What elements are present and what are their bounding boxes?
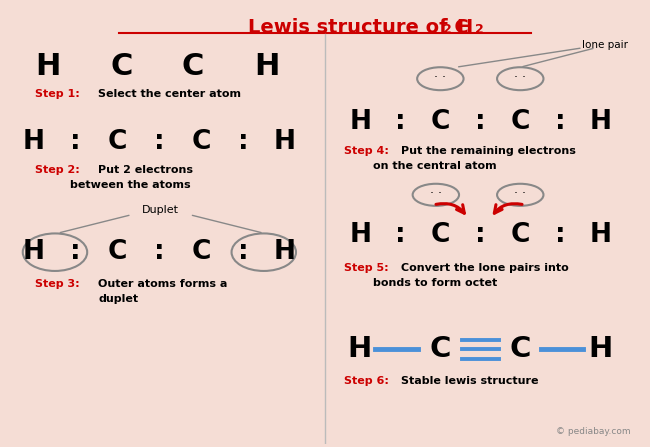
Text: bonds to form octet: bonds to form octet bbox=[373, 278, 498, 288]
Text: C: C bbox=[510, 335, 531, 363]
Text: C: C bbox=[108, 129, 127, 155]
Text: between the atoms: between the atoms bbox=[70, 180, 191, 190]
Text: :: : bbox=[475, 222, 486, 248]
Text: · ·: · · bbox=[514, 72, 526, 84]
Text: H: H bbox=[347, 335, 371, 363]
Text: Step 3:: Step 3: bbox=[35, 279, 79, 289]
Text: :: : bbox=[395, 109, 406, 135]
Text: Put 2 electrons: Put 2 electrons bbox=[98, 164, 193, 175]
Text: · ·: · · bbox=[514, 187, 526, 200]
Text: H: H bbox=[589, 222, 611, 248]
Text: H: H bbox=[589, 109, 611, 135]
Text: Step 4:: Step 4: bbox=[344, 146, 389, 156]
Text: Step 5:: Step 5: bbox=[344, 263, 389, 273]
Text: Step 6:: Step 6: bbox=[344, 376, 389, 386]
Text: H: H bbox=[456, 18, 472, 37]
Text: :: : bbox=[238, 239, 248, 265]
Text: C: C bbox=[192, 129, 211, 155]
Text: C: C bbox=[430, 335, 451, 363]
Text: :: : bbox=[70, 129, 81, 155]
Text: :: : bbox=[395, 222, 406, 248]
Text: C: C bbox=[108, 239, 127, 265]
Text: C: C bbox=[182, 52, 204, 81]
Text: H: H bbox=[274, 129, 296, 155]
Text: C: C bbox=[511, 109, 530, 135]
Text: :: : bbox=[154, 239, 164, 265]
Text: H: H bbox=[350, 109, 371, 135]
Text: :: : bbox=[154, 129, 164, 155]
Text: H: H bbox=[588, 335, 612, 363]
Text: H: H bbox=[350, 222, 371, 248]
Text: Select the center atom: Select the center atom bbox=[98, 89, 241, 99]
Text: · ·: · · bbox=[430, 187, 442, 200]
Text: H: H bbox=[23, 129, 45, 155]
Text: :: : bbox=[238, 129, 248, 155]
Text: C: C bbox=[511, 222, 530, 248]
Text: :: : bbox=[70, 239, 81, 265]
Text: © pediabay.com: © pediabay.com bbox=[556, 427, 631, 436]
Text: H: H bbox=[254, 52, 280, 81]
Text: lone pair: lone pair bbox=[582, 40, 629, 50]
Text: :: : bbox=[555, 222, 566, 248]
Text: H: H bbox=[23, 239, 45, 265]
Text: Convert the lone pairs into: Convert the lone pairs into bbox=[401, 263, 569, 273]
Text: C: C bbox=[431, 222, 450, 248]
Text: H: H bbox=[35, 52, 60, 81]
Text: C: C bbox=[192, 239, 211, 265]
Text: Step 1:: Step 1: bbox=[35, 89, 80, 99]
Text: 2: 2 bbox=[443, 23, 452, 36]
Text: Put the remaining electrons: Put the remaining electrons bbox=[401, 146, 576, 156]
Text: Outer atoms forms a: Outer atoms forms a bbox=[98, 279, 228, 289]
Text: Duplet: Duplet bbox=[142, 205, 179, 215]
Text: Step 2:: Step 2: bbox=[35, 164, 80, 175]
Text: on the central atom: on the central atom bbox=[373, 161, 497, 171]
Text: Stable lewis structure: Stable lewis structure bbox=[401, 376, 539, 386]
Text: :: : bbox=[555, 109, 566, 135]
Text: Lewis structure of C: Lewis structure of C bbox=[248, 18, 469, 37]
Text: 2: 2 bbox=[475, 23, 484, 36]
Text: :: : bbox=[475, 109, 486, 135]
Text: C: C bbox=[111, 52, 133, 81]
Text: duplet: duplet bbox=[98, 295, 138, 304]
Text: H: H bbox=[274, 239, 296, 265]
Text: · ·: · · bbox=[434, 72, 447, 84]
Text: C: C bbox=[431, 109, 450, 135]
